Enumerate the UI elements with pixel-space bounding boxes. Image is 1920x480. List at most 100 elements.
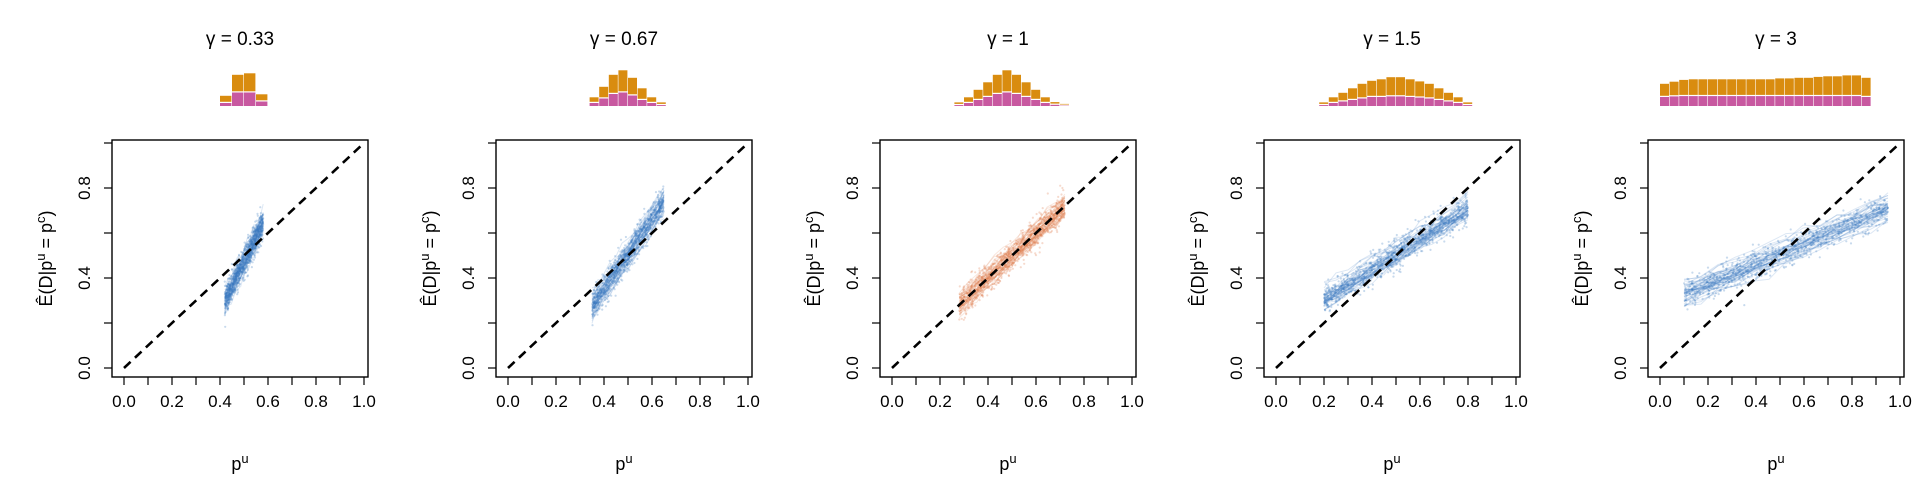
data-point — [1006, 268, 1009, 271]
data-point — [597, 293, 600, 296]
data-point — [614, 281, 617, 284]
data-point — [1851, 217, 1854, 220]
data-point — [1336, 300, 1339, 303]
data-point — [1406, 237, 1409, 240]
data-point — [1323, 293, 1326, 296]
data-point — [637, 247, 640, 250]
data-point — [1061, 212, 1064, 215]
data-point — [241, 268, 244, 271]
data-point — [1847, 224, 1850, 227]
data-point — [623, 250, 626, 253]
data-point — [1728, 280, 1731, 284]
data-point — [1428, 236, 1432, 239]
data-point — [258, 226, 261, 230]
data-point — [1748, 270, 1751, 273]
data-point — [227, 301, 230, 304]
data-point — [1025, 253, 1028, 256]
curve-line — [1683, 211, 1889, 302]
data-point — [1776, 264, 1779, 267]
data-point — [255, 231, 258, 234]
data-point — [633, 252, 636, 255]
data-point — [655, 215, 658, 219]
data-point — [1759, 259, 1762, 262]
data-point — [240, 270, 244, 274]
data-point — [1330, 290, 1333, 293]
x-tick-label: 0.8 — [1456, 392, 1480, 411]
x-tick-label: 0.6 — [1024, 392, 1048, 411]
data-point — [235, 287, 238, 290]
data-point — [1815, 225, 1818, 228]
data-point — [1849, 217, 1852, 220]
curve-line — [1683, 195, 1889, 282]
data-point — [1885, 202, 1888, 206]
data-point — [1423, 215, 1427, 218]
data-point — [1032, 244, 1035, 247]
data-point — [1431, 232, 1434, 235]
data-point — [1440, 227, 1443, 230]
data-point — [1712, 297, 1715, 300]
data-point — [1439, 233, 1442, 236]
data-point — [971, 270, 974, 273]
data-point — [1856, 230, 1859, 233]
data-point — [964, 299, 968, 303]
curve-line — [958, 199, 1066, 297]
data-point — [242, 268, 245, 271]
data-point — [1728, 271, 1731, 274]
data-point — [1015, 242, 1018, 245]
data-point — [1834, 229, 1837, 233]
data-point — [1370, 269, 1373, 272]
data-point — [1751, 250, 1754, 253]
data-point — [1420, 225, 1423, 228]
data-point — [1852, 218, 1855, 221]
data-point — [251, 246, 254, 249]
data-point — [1034, 241, 1037, 244]
curve-line — [591, 198, 665, 301]
data-point — [1441, 220, 1444, 224]
data-point — [599, 291, 602, 294]
data-point — [1687, 288, 1690, 291]
data-point — [236, 270, 239, 274]
data-point — [1784, 256, 1787, 259]
data-point — [1695, 292, 1698, 295]
data-point — [1814, 239, 1817, 242]
data-point — [1391, 265, 1394, 268]
curve-line — [591, 196, 665, 300]
data-point — [659, 200, 662, 203]
data-point — [597, 301, 600, 304]
data-point — [1032, 228, 1035, 231]
data-point — [1343, 290, 1346, 293]
hist-bar-bottom — [1040, 103, 1050, 106]
data-point — [1323, 297, 1326, 300]
data-point — [1026, 250, 1029, 253]
data-point — [605, 283, 609, 287]
curve-line — [591, 202, 665, 318]
data-point — [609, 264, 612, 268]
data-point — [1007, 255, 1010, 258]
data-point — [1825, 241, 1828, 244]
data-point — [257, 236, 260, 239]
data-point — [246, 260, 249, 263]
data-point — [641, 233, 644, 236]
data-point — [236, 265, 239, 268]
data-point — [633, 253, 636, 256]
data-point — [1004, 263, 1007, 266]
data-point — [1708, 282, 1711, 285]
data-point — [632, 244, 635, 247]
data-point — [1856, 224, 1859, 227]
data-point — [250, 243, 253, 246]
data-point — [1744, 269, 1747, 272]
data-point — [1876, 214, 1879, 218]
data-point — [1782, 257, 1785, 260]
data-point — [1026, 234, 1029, 237]
data-point — [976, 289, 979, 292]
data-point — [1818, 233, 1821, 236]
data-point — [1401, 264, 1404, 267]
data-point — [607, 284, 611, 288]
data-point — [1456, 216, 1460, 219]
data-point — [1763, 263, 1766, 266]
data-point — [1422, 236, 1425, 240]
data-point — [976, 283, 979, 286]
data-point — [1020, 229, 1023, 232]
data-point — [1804, 233, 1807, 236]
data-point — [1815, 237, 1818, 240]
